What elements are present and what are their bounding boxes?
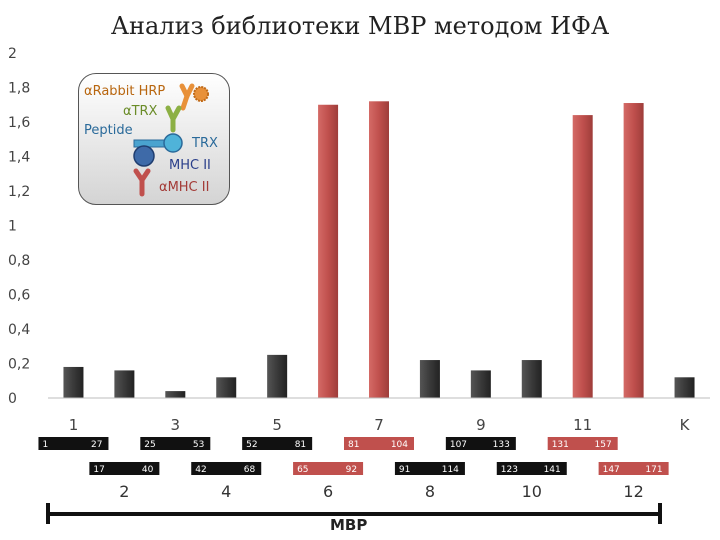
segment-end: 53: [193, 440, 204, 450]
segment-end: 68: [244, 465, 256, 475]
y-tick-label: 1,8: [8, 81, 30, 97]
bar-6: [318, 104, 339, 398]
segment-end: 133: [493, 440, 510, 450]
trx-antibody-icon: [165, 105, 182, 133]
segment-box: [445, 437, 516, 450]
rabbit-hrp-antibody-icon: [179, 83, 195, 111]
bar-11: [572, 115, 593, 398]
segment-start: 147: [603, 465, 620, 475]
segment-start: 65: [297, 465, 308, 475]
legend-trx-antibody-label: αTRX: [123, 104, 158, 119]
segment-box: [38, 437, 109, 450]
bar-1: [63, 366, 84, 398]
even-labels: 2 4 6 8 10 12: [119, 482, 644, 501]
y-tick-label: 1,4: [8, 150, 30, 166]
segment-start: 52: [246, 440, 257, 450]
segment-end: 171: [645, 465, 662, 475]
segment-start: 123: [501, 465, 518, 475]
segment-end: 92: [346, 465, 357, 475]
bar-8: [419, 360, 440, 398]
peptide-segments: 1 27 17 40 25 53 42 68 52 81 65 92 81 104 91 114 107 133 1…: [38, 437, 669, 475]
segment-box: [293, 462, 364, 475]
segment-end: 27: [91, 440, 102, 450]
segment-end: 114: [442, 465, 459, 475]
y-tick-label: 2: [8, 46, 17, 62]
legend-mhc-antibody-label: αMHC II: [159, 180, 210, 195]
bar-3: [165, 391, 186, 398]
x-tick-label: K: [680, 416, 691, 434]
bar-10: [521, 360, 542, 398]
mbp-range-bar: [46, 503, 662, 524]
x-tick-label: 9: [476, 416, 486, 434]
y-tick-label: 0: [8, 391, 17, 407]
y-tick-label: 0,8: [8, 253, 30, 269]
bar-12: [623, 103, 644, 399]
legend-peptide-label: Peptide: [84, 123, 133, 138]
segment-box: [242, 437, 313, 450]
even-label: 8: [425, 482, 435, 501]
even-label: 4: [221, 482, 231, 501]
bar-K: [674, 377, 695, 398]
segment-end: 81: [295, 440, 306, 450]
bar-5: [267, 354, 288, 398]
segment-start: 42: [195, 465, 206, 475]
segment-box: [394, 462, 465, 475]
segment-start: 131: [552, 440, 569, 450]
bar-2: [114, 370, 135, 398]
bar-9: [470, 370, 491, 398]
bar-7: [369, 101, 389, 399]
segment-end: 104: [391, 440, 408, 450]
y-axis: 0 0,2 0,4 0,6 0,8 1 1,2 1,4 1,6 1,8 2: [8, 46, 30, 407]
chart-title: Анализ библиотеки МВР методом ИФА: [110, 12, 610, 40]
segment-end: 40: [142, 465, 154, 475]
segment-start: 91: [399, 465, 410, 475]
segment-start: 107: [450, 440, 467, 450]
mhc-antibody-icon: [133, 168, 151, 197]
segment-box: [344, 437, 414, 450]
segment-start: 17: [93, 465, 104, 475]
even-label: 6: [323, 482, 333, 501]
segment-box: [191, 462, 262, 475]
legend-box: αRabbit HRP αTRX Peptide TRX MHC II αMHC…: [78, 73, 230, 205]
legend-trx-label: TRX: [192, 136, 218, 151]
segment-end: 157: [595, 440, 612, 450]
y-tick-label: 0,2: [8, 357, 30, 373]
even-label: 12: [623, 482, 643, 501]
segment-start: 1: [42, 440, 48, 450]
segment-box: [89, 462, 160, 475]
segment-box: [140, 437, 211, 450]
y-tick-label: 0,6: [8, 288, 30, 304]
bar-4: [216, 377, 237, 398]
segment-start: 25: [144, 440, 155, 450]
y-tick-label: 1: [8, 219, 17, 235]
y-tick-label: 1,2: [8, 184, 30, 200]
legend-mhc-label: MHC II: [169, 158, 211, 173]
even-label: 10: [522, 482, 542, 501]
mhc-icon: [133, 145, 155, 167]
bars: [63, 101, 695, 399]
x-axis: 1 3 5 7 9 11 K: [69, 416, 691, 434]
peptide-icon: [133, 139, 167, 148]
y-tick-label: 1,6: [8, 115, 30, 131]
x-tick-label: 5: [272, 416, 282, 434]
x-tick-label: 1: [69, 416, 79, 434]
mbp-label: MBP: [330, 516, 368, 534]
x-tick-label: 7: [374, 416, 384, 434]
even-label: 2: [119, 482, 129, 501]
segment-box: [547, 437, 618, 450]
segment-start: 81: [348, 440, 359, 450]
segment-end: 141: [544, 465, 561, 475]
hrp-enzyme-icon: [193, 86, 209, 102]
legend-icons: [133, 83, 209, 197]
x-tick-label: 11: [573, 416, 592, 434]
y-tick-label: 0,4: [8, 322, 30, 338]
x-tick-label: 3: [171, 416, 181, 434]
legend-rabbit-label: αRabbit HRP: [84, 84, 166, 99]
trx-icon: [163, 133, 183, 153]
segment-box: [496, 462, 567, 475]
segment-box: [598, 462, 669, 475]
